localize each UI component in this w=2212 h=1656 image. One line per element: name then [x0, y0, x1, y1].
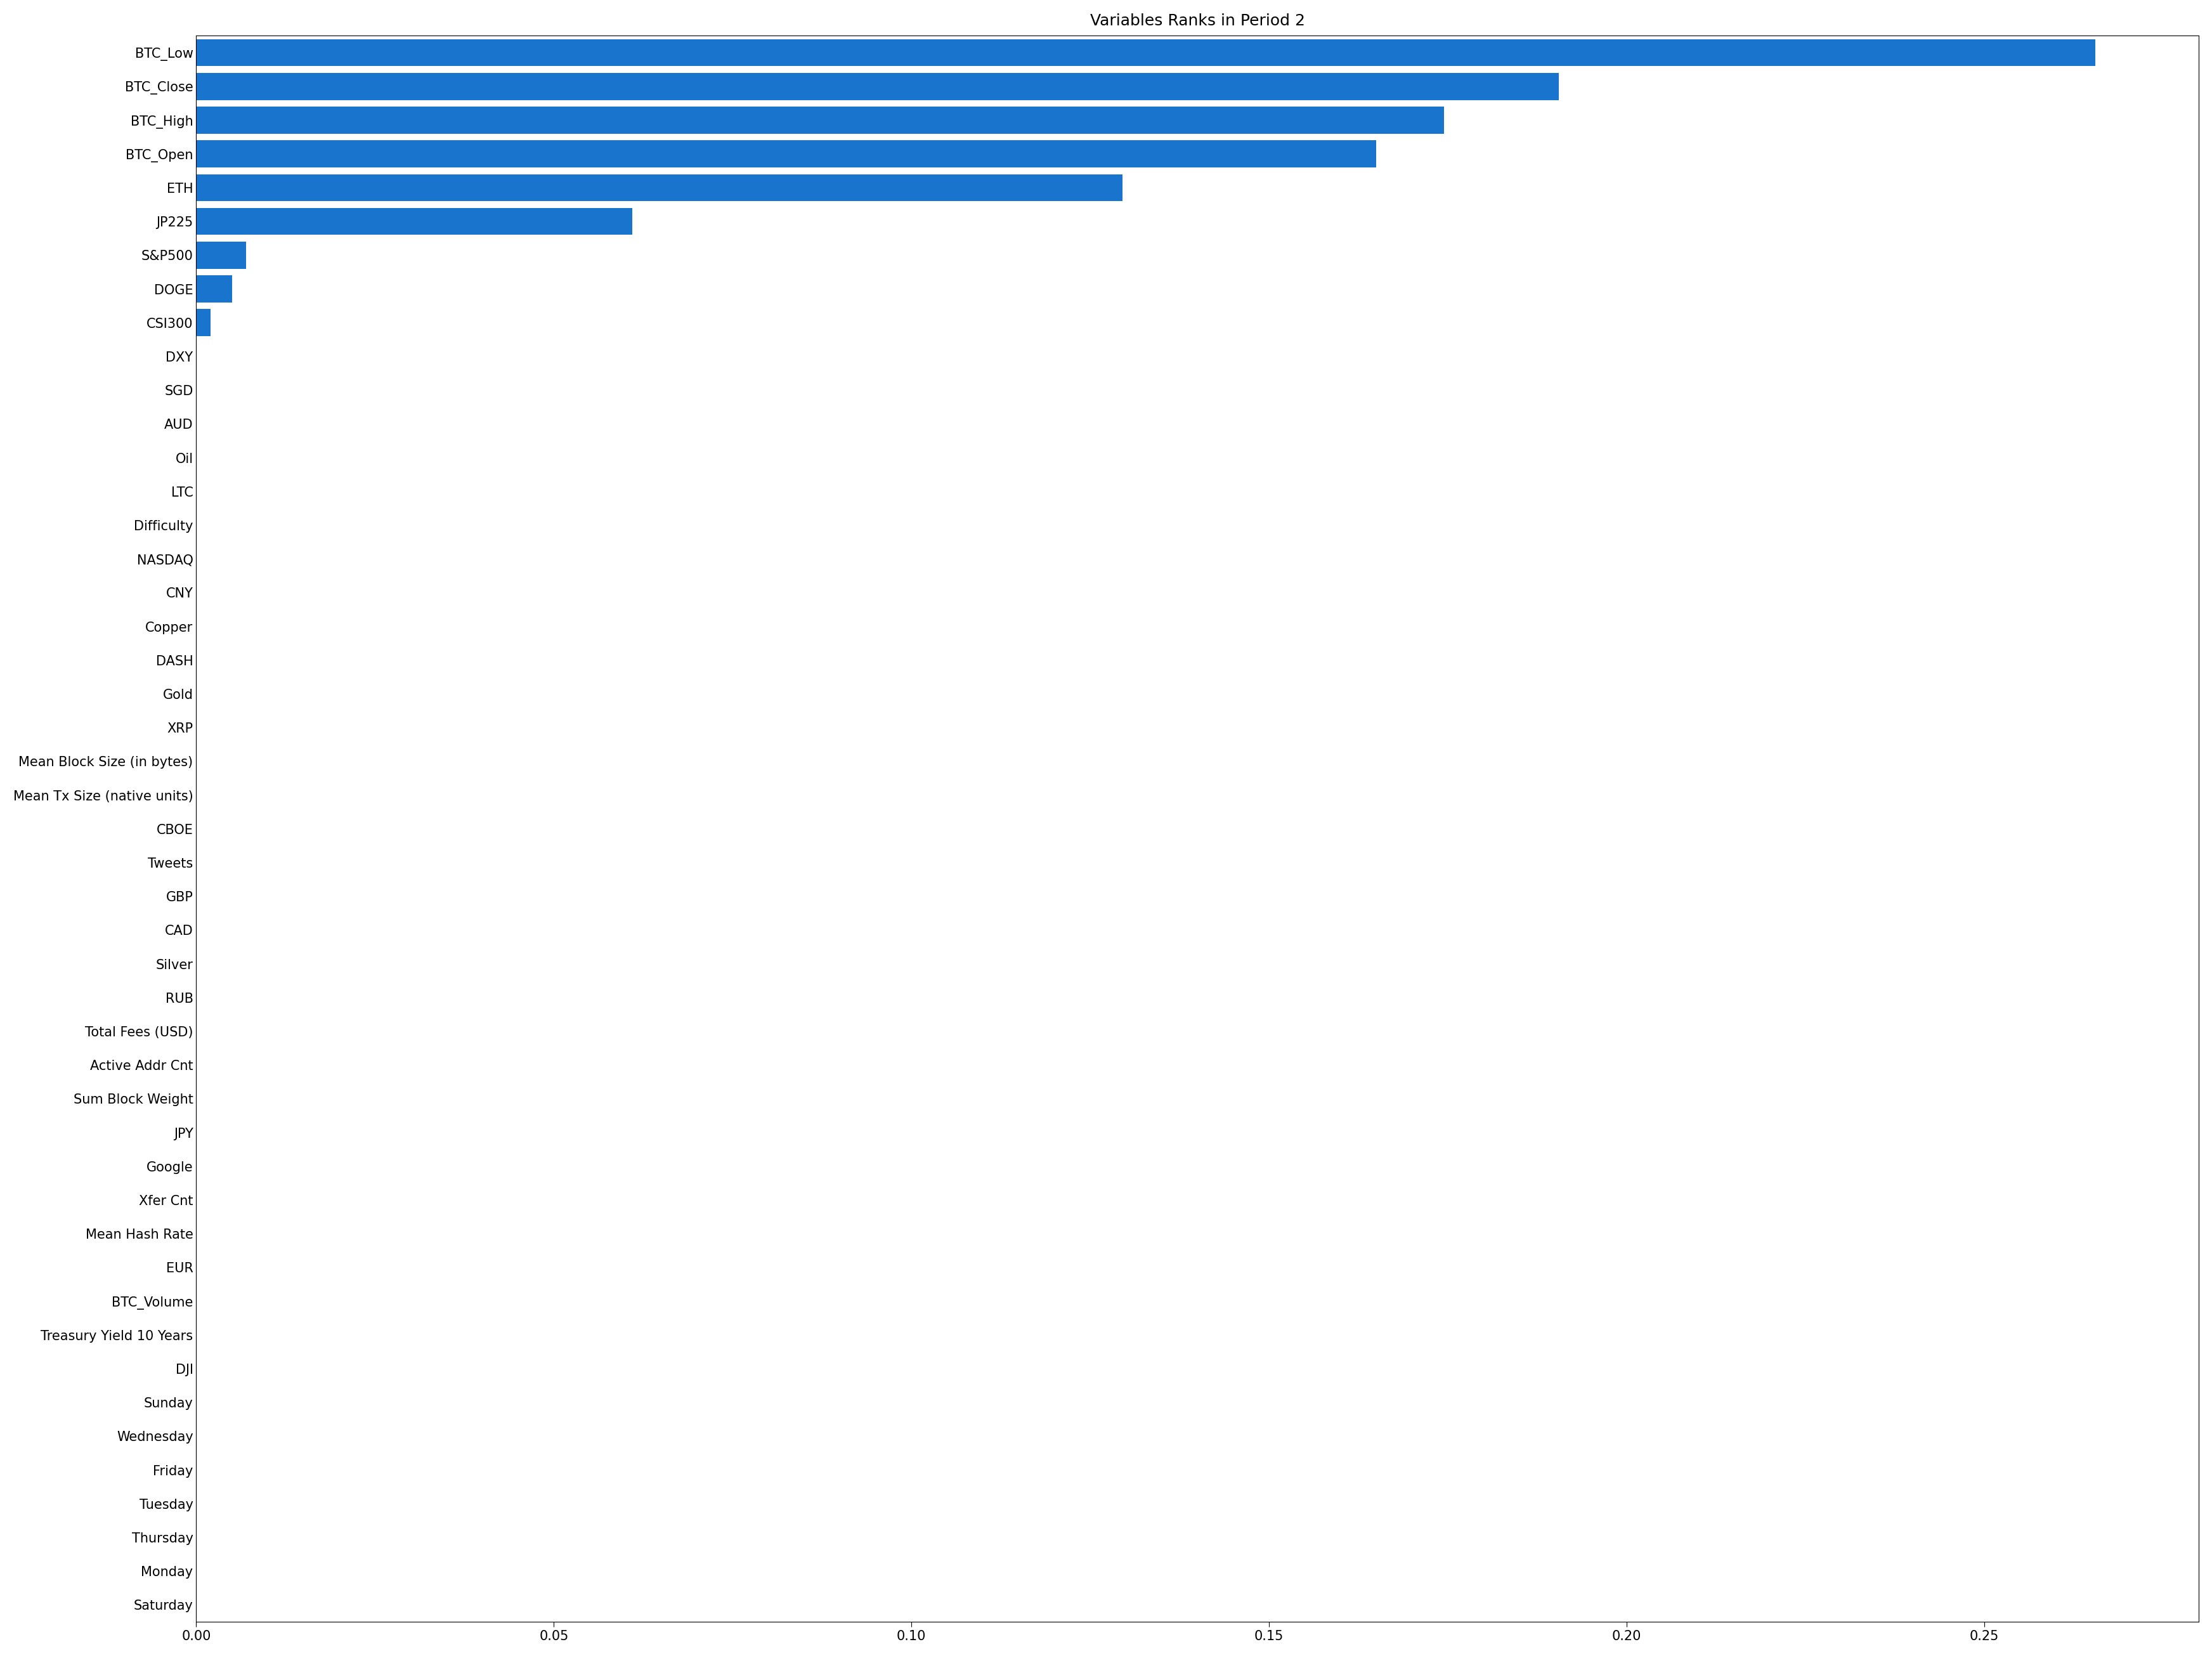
Bar	[197, 275, 232, 303]
Title: Variables Ranks in Period 2: Variables Ranks in Period 2	[1091, 13, 1305, 28]
Bar	[197, 40, 2095, 66]
Bar	[197, 73, 1559, 99]
Bar	[197, 106, 1444, 134]
Bar	[197, 209, 633, 235]
Bar	[197, 141, 1376, 167]
Bar	[197, 174, 1121, 200]
Bar	[197, 242, 246, 268]
Bar	[197, 310, 210, 336]
